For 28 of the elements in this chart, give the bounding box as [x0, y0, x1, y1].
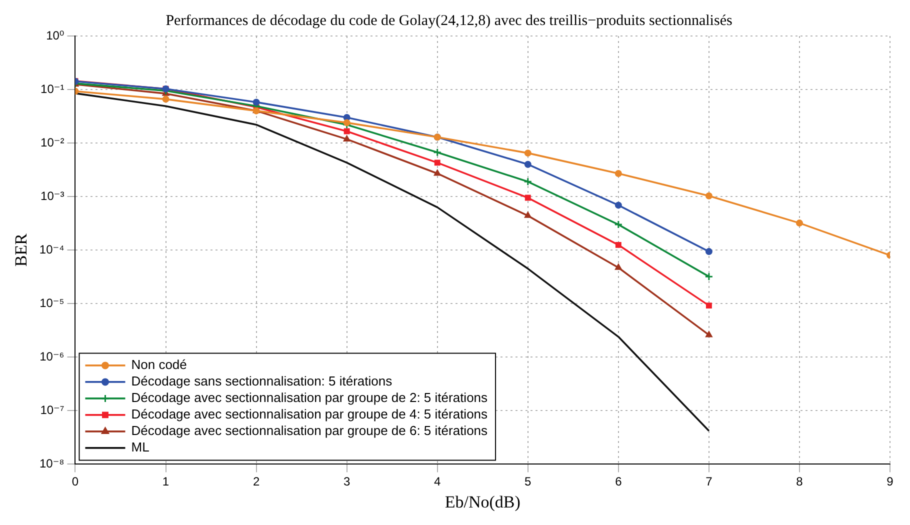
chart-title: Performances de décodage du code de Golay(24,12,8) avec des treillis−produits sectionnalisés [166, 12, 732, 29]
x-tick-label: 6 [615, 474, 622, 489]
x-tick-label: 9 [886, 474, 894, 489]
x-tick-label: 3 [343, 474, 350, 489]
y-tick-label: 10⁻⁵ [40, 296, 64, 310]
legend-label: Décodage avec sectionnalisation par groupe de 2: 5 itérations [131, 390, 488, 406]
y-tick-label: 10⁻⁴ [39, 242, 64, 256]
legend-label: ML [131, 440, 150, 455]
x-tick-label: 7 [706, 474, 713, 489]
x-tick-label: 8 [796, 474, 804, 489]
y-tick-label: 10⁻⁶ [40, 349, 64, 364]
x-axis-title: Eb/No(dB) [444, 492, 520, 512]
legend-label: Décodage avec sectionnalisation par groupe de 4: 5 itérations [131, 406, 488, 422]
y-tick-label: 10⁻² [40, 135, 64, 150]
y-tick-label: 10⁻⁸ [39, 456, 64, 471]
x-tick-label: 0 [72, 474, 79, 489]
legend-label: Décodage sans sectionnalisation: 5 itérations [131, 374, 393, 389]
y-tick-label: 10⁰ [46, 28, 64, 42]
x-tick-label: 5 [524, 474, 532, 489]
y-tick-label: 10⁻¹ [40, 82, 64, 96]
y-axis-title: BER [12, 232, 31, 267]
x-tick-label: 1 [162, 474, 170, 489]
legend-label: Non codé [131, 357, 187, 372]
y-tick-label: 10⁻⁷ [40, 402, 64, 417]
x-tick-label: 2 [252, 474, 260, 489]
y-tick-label: 10⁻³ [40, 188, 64, 203]
x-tick-label: 4 [434, 474, 442, 489]
legend-label: Décodage avec sectionnalisation par groupe de 6: 5 itérations [131, 423, 488, 438]
